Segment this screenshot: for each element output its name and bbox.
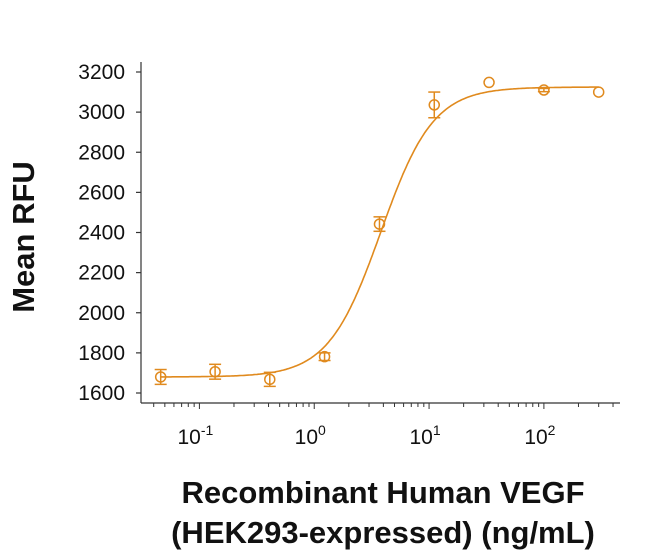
point-marker — [483, 76, 495, 89]
x-tick-exponent: 1 — [433, 422, 441, 438]
y-tick-label: 2800 — [78, 141, 125, 164]
data-point — [209, 363, 222, 380]
y-tick-label: 1600 — [78, 382, 125, 405]
y-tick-label: 2600 — [78, 181, 125, 204]
point-marker — [428, 99, 441, 111]
y-tick-label: 3200 — [78, 61, 125, 84]
fit-curve — [160, 86, 599, 378]
x-tick-exponent: 2 — [548, 422, 556, 438]
x-axis-title-line-1: Recombinant Human VEGF — [181, 475, 584, 510]
data-point — [428, 91, 441, 119]
point-marker — [318, 350, 331, 363]
data-point — [592, 86, 605, 98]
x-tick-base: 10 — [178, 426, 201, 449]
point-marker — [264, 373, 276, 386]
x-tick-base: 10 — [524, 426, 547, 449]
y-axis-title: Mean RFU — [6, 161, 41, 313]
data-point — [318, 350, 331, 363]
y-tick-label: 2000 — [78, 302, 125, 325]
x-axis-ticks: 10-1 100 101 102 — [153, 403, 614, 449]
x-tick-base: 10 — [295, 426, 318, 449]
x-tick-exponent: -1 — [201, 422, 214, 438]
point-marker — [592, 86, 605, 98]
point-marker — [154, 371, 167, 383]
y-tick-label: 2400 — [78, 222, 125, 245]
x-axis-title-line-2: (HEK293-expressed) (ng/mL) — [171, 515, 595, 550]
data-point — [263, 371, 276, 388]
data-points — [154, 76, 605, 388]
x-tick-exponent: 0 — [318, 422, 326, 438]
point-marker — [538, 84, 550, 96]
x-tick-label: 100 — [295, 422, 326, 449]
x-tick-label: 102 — [524, 422, 555, 449]
point-marker — [209, 365, 221, 378]
y-tick-label: 2200 — [78, 262, 125, 285]
point-marker — [373, 218, 386, 230]
x-tick-base: 10 — [409, 426, 432, 449]
data-point — [483, 76, 495, 89]
y-tick-label: 3000 — [78, 101, 125, 124]
x-tick-label: 10-1 — [178, 422, 214, 449]
y-axis-ticks: 1600 1800 2000 2200 2400 2600 2800 3000 3200 — [78, 61, 141, 405]
y-tick-label: 1800 — [78, 342, 125, 365]
x-tick-label: 101 — [409, 422, 440, 449]
data-point — [373, 216, 386, 233]
data-point — [537, 84, 550, 96]
data-point — [154, 368, 167, 386]
